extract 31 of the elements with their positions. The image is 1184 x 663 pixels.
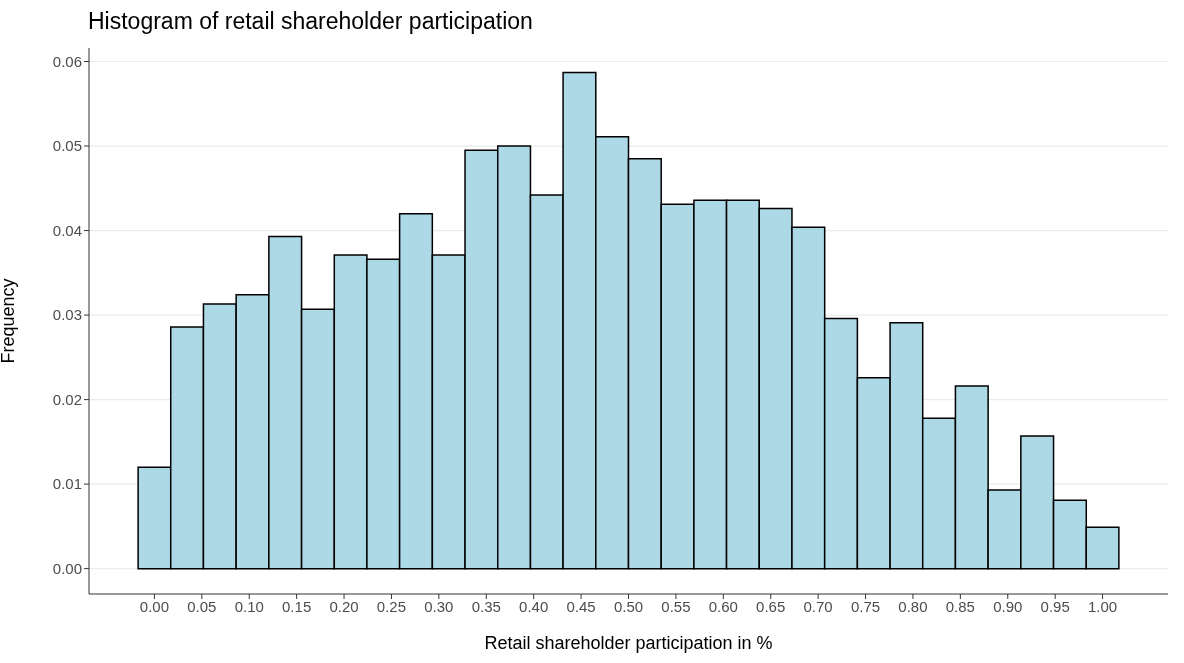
x-tick-label: 0.20: [329, 597, 359, 615]
chart-title: Histogram of retail shareholder participation: [88, 8, 533, 35]
x-tick-label: 0.25: [376, 597, 407, 615]
x-tick-label: 0.40: [519, 597, 549, 615]
x-tick-label: 0.90: [993, 597, 1023, 615]
x-axis-title: Retail shareholder participation in %: [484, 633, 773, 653]
x-tick-label: 0.65: [756, 597, 786, 615]
y-tick-label: 0.03: [52, 306, 82, 324]
x-tick-label: 1.00: [1087, 597, 1118, 615]
y-tick-label: 0.05: [52, 137, 82, 155]
x-tick-label: 0.45: [566, 597, 596, 615]
x-tick-label: 0.35: [471, 597, 501, 615]
x-tick-label: 0.00: [139, 597, 170, 615]
y-axis-title: Frequency: [0, 278, 19, 364]
x-tick-label: 0.10: [234, 597, 264, 615]
x-tick-label: 0.75: [850, 597, 881, 615]
x-tick-label: 0.05: [187, 597, 217, 615]
y-tick-label: 0.06: [52, 52, 82, 70]
x-tick-label: 0.60: [708, 597, 738, 615]
y-tick-label: 0.02: [52, 390, 82, 408]
y-tick-label: 0.01: [52, 475, 82, 493]
y-tick-label: 0.04: [52, 221, 82, 239]
x-tick-label: 0.70: [803, 597, 833, 615]
x-tick-label: 0.55: [661, 597, 691, 615]
x-tick-label: 0.50: [613, 597, 644, 615]
x-tick-label: 0.95: [1040, 597, 1070, 615]
x-tick-label: 0.15: [282, 597, 312, 615]
y-tick-label: 0.00: [52, 559, 82, 577]
x-tick-label: 0.30: [424, 597, 454, 615]
x-tick-label: 0.80: [898, 597, 928, 615]
x-tick-label: 0.85: [945, 597, 975, 615]
